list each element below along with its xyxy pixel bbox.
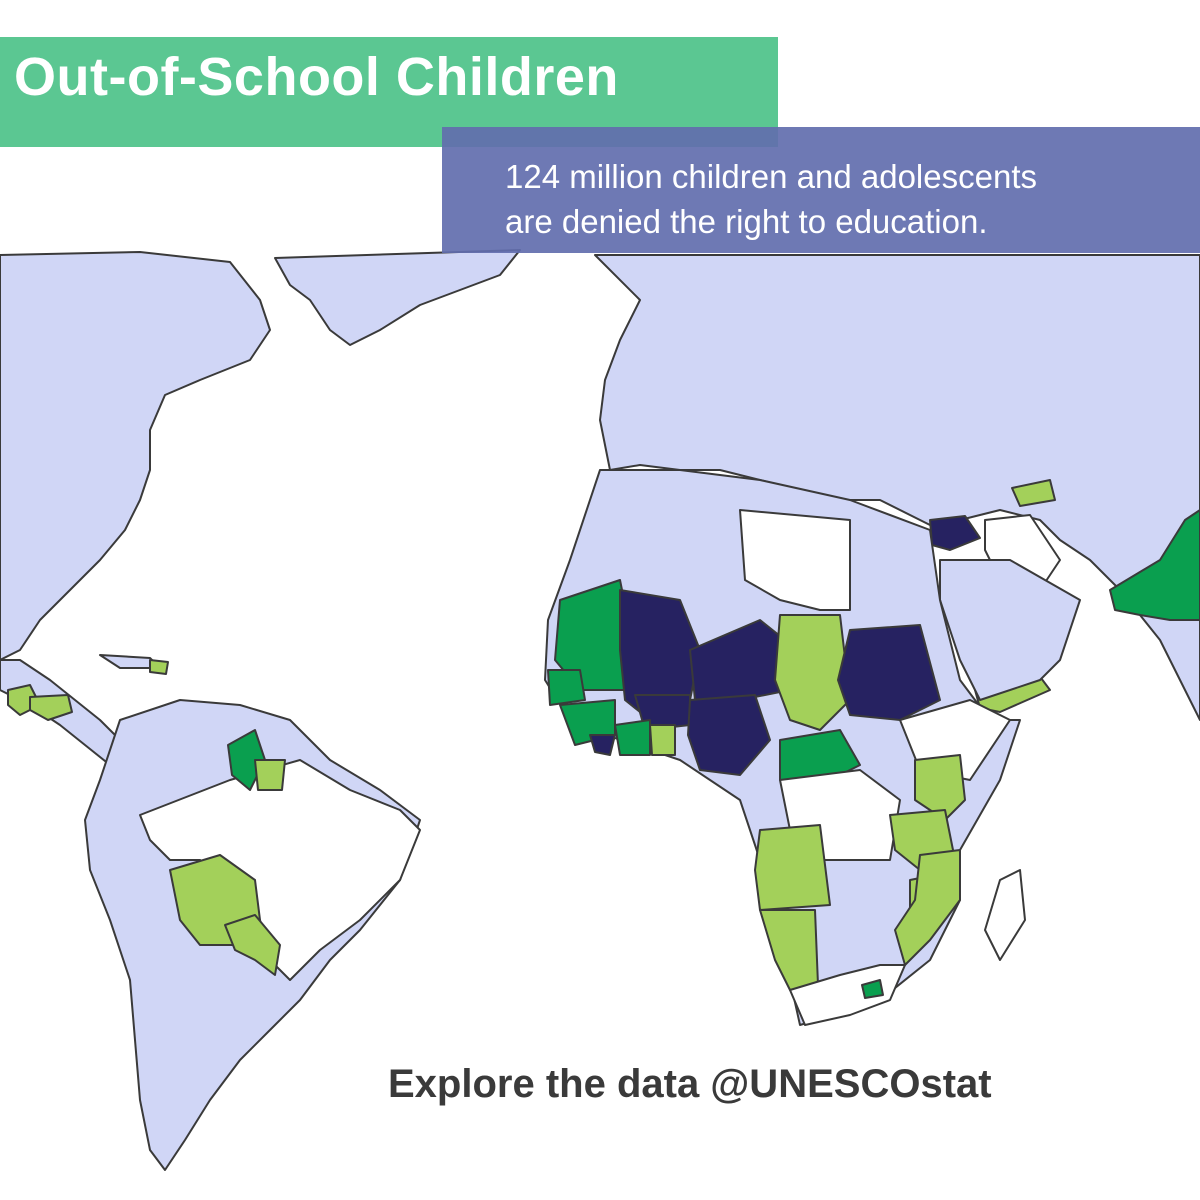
map-region-ghana	[649, 724, 676, 756]
page-title: Out-of-School Children	[14, 47, 619, 107]
map-region-armenia	[1011, 479, 1056, 507]
map-region-south-africa	[789, 964, 906, 1026]
map-region-greenland	[274, 249, 521, 346]
map-region-north-america	[0, 251, 271, 661]
map-region-nigeria	[687, 694, 771, 776]
map-region-liberia	[589, 734, 616, 756]
map-region-arabia	[939, 559, 1081, 701]
map-region-brazil	[139, 759, 421, 981]
map-region-angola	[754, 824, 831, 911]
map-region-paraguay	[224, 914, 281, 976]
map-region-mozambique	[894, 849, 961, 966]
map-region-cote-divoire	[614, 719, 651, 756]
subtitle-line-2: are denied the right to education.	[505, 203, 988, 240]
subtitle-line-1: 124 million children and adolescents	[505, 158, 1037, 195]
map-region-senegal	[547, 669, 586, 706]
map-region-namibia	[759, 909, 819, 991]
subtitle-band	[442, 127, 1200, 253]
map-region-honduras	[29, 694, 73, 721]
map-region-madagascar	[984, 869, 1026, 961]
map-region-suriname	[254, 759, 286, 791]
map-region-libya	[739, 509, 851, 611]
map-region-eurasia	[594, 254, 1200, 721]
map-region-syria	[929, 515, 981, 551]
map-region-haiti	[149, 659, 169, 675]
map-region-chad	[774, 614, 851, 731]
map-region-sudan	[837, 624, 941, 721]
map-region-lesotho	[861, 979, 884, 999]
explore-data-link[interactable]: Explore the data @UNESCOstat	[388, 1062, 992, 1106]
map-region-kenya	[914, 754, 966, 821]
map-region-pakistan	[1109, 509, 1200, 621]
